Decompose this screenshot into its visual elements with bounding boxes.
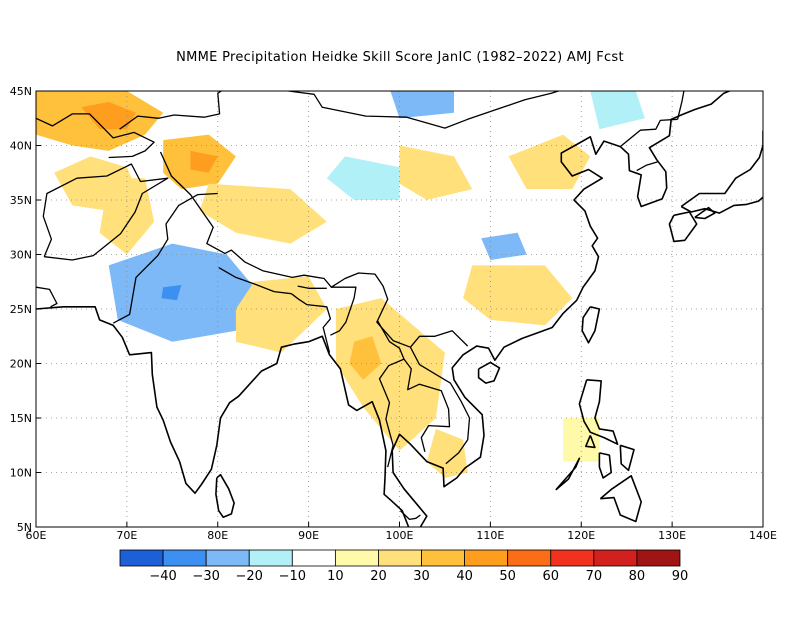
colorbar: −40 −30 −20 −10 10 20 30 40 50 60 70 80 90 bbox=[119, 549, 689, 584]
lat-tick-label: 20N bbox=[10, 358, 32, 371]
colorbar-label: −20 bbox=[236, 569, 263, 584]
border-nepal bbox=[218, 267, 292, 295]
border-pakistan-india bbox=[112, 192, 218, 324]
border-china-russia-east bbox=[676, 91, 685, 120]
lon-tick-label: 110E bbox=[476, 529, 504, 542]
border-kyrgyz-kazakh bbox=[119, 91, 222, 130]
colorbar-label: −40 bbox=[149, 569, 176, 584]
border-central-asia-north bbox=[36, 113, 155, 159]
colorbar-swatch bbox=[205, 549, 250, 567]
coastline-honshu-west bbox=[680, 130, 763, 214]
coastline-samar-leyte bbox=[619, 444, 635, 472]
colorbar-swatch bbox=[421, 549, 466, 567]
lat-tick-label: 40N bbox=[10, 140, 32, 153]
skill-region-borneo-philippines bbox=[563, 418, 600, 462]
border-myanmar-thai-laos bbox=[377, 320, 405, 468]
lat-tick-label: 25N bbox=[10, 303, 32, 316]
border-afghanistan bbox=[42, 163, 169, 261]
coastline-mindanao bbox=[599, 474, 643, 523]
gridlines bbox=[36, 91, 763, 527]
colorbar-label: 70 bbox=[586, 569, 603, 584]
coastline-taiwan bbox=[581, 306, 601, 344]
skill-region-mongolia-south bbox=[390, 91, 454, 119]
colorbar-swatch bbox=[507, 549, 552, 567]
skill-region-southeast-china bbox=[463, 265, 573, 326]
colorbar-swatch bbox=[291, 549, 336, 567]
colorbar-swatch bbox=[378, 549, 422, 567]
skill-region-manchuria-dry bbox=[590, 91, 645, 130]
colorbar-label: 60 bbox=[542, 569, 559, 584]
skill-region-myanmar-core bbox=[349, 336, 382, 380]
colorbar-label: 10 bbox=[327, 569, 344, 584]
skill-region-tarim-core bbox=[190, 150, 218, 173]
colorbar-label: −30 bbox=[192, 569, 219, 584]
coastline-hainan bbox=[477, 361, 501, 384]
colorbar-swatch bbox=[550, 549, 595, 567]
coastline-luzon bbox=[578, 379, 619, 446]
lon-tick-label: 70E bbox=[116, 529, 137, 542]
colorbar-label: 30 bbox=[413, 569, 430, 584]
chart-title: NMME Precipitation Heidke Skill Score Ja… bbox=[176, 50, 624, 65]
skill-region-india-northwest-core bbox=[161, 285, 182, 301]
colorbar-label: 40 bbox=[456, 569, 473, 584]
lon-tick-label: 90E bbox=[298, 529, 319, 542]
skill-region-yangtze-dry bbox=[481, 232, 527, 260]
colorbar-label: 90 bbox=[672, 569, 689, 584]
coastline-mindoro-visayas bbox=[584, 435, 596, 449]
lat-tick-label: 35N bbox=[10, 194, 32, 207]
axis-ticks: 60E 70E 80E 90E 100E 110E 120E 130E 140E 5N 10N 15N… bbox=[10, 85, 777, 542]
colorbar-label: −10 bbox=[279, 569, 306, 584]
skill-region-tibet-west bbox=[199, 183, 327, 244]
border-bhutan bbox=[297, 285, 327, 289]
coastlines-layer bbox=[36, 91, 763, 527]
colorbar-swatch bbox=[334, 549, 379, 567]
colorbar-swatch bbox=[464, 549, 509, 567]
lon-tick-label: 60E bbox=[26, 529, 47, 542]
colorbar-label: 50 bbox=[499, 569, 516, 584]
border-china-korea bbox=[619, 118, 678, 148]
colorbar-swatch bbox=[593, 549, 638, 567]
coastline-panay-negros bbox=[598, 452, 613, 479]
skill-region-indo-gangetic-plain bbox=[235, 276, 327, 353]
colorbar-swatch bbox=[636, 549, 681, 567]
coastline-sri-lanka bbox=[215, 473, 235, 519]
lat-tick-label: 30N bbox=[10, 249, 32, 262]
coastline-kyushu-honshu bbox=[668, 211, 698, 243]
lat-tick-label: 15N bbox=[10, 412, 32, 425]
skill-region-myanmar-thailand bbox=[335, 298, 445, 451]
border-thai-laos-cambodia bbox=[403, 358, 451, 452]
lat-tick-label: 5N bbox=[17, 521, 32, 534]
coastline-shikoku bbox=[694, 206, 716, 220]
coastline-gulf-of-thailand bbox=[391, 91, 730, 527]
border-iran-turkmen bbox=[36, 286, 58, 308]
colorbar-swatch bbox=[248, 549, 293, 567]
lon-tick-label: 130E bbox=[658, 529, 686, 542]
lon-tick-label: 80E bbox=[207, 529, 228, 542]
lat-tick-label: 45N bbox=[10, 85, 32, 98]
border-china-mongolia bbox=[288, 91, 559, 129]
colorbar-swatch bbox=[162, 549, 207, 567]
colorbar-label: 20 bbox=[370, 569, 387, 584]
coastline-palawan bbox=[555, 457, 581, 491]
skill-region-hexi-corridor bbox=[399, 145, 473, 200]
border-malaysia-thai bbox=[399, 510, 421, 521]
plot-area: 60E 70E 80E 90E 100E 110E 120E 130E 140E 5N 10N 15N… bbox=[10, 85, 777, 542]
skill-region-aral-core bbox=[81, 101, 136, 130]
border-laos-vietnam bbox=[409, 346, 471, 465]
border-india-myanmar bbox=[330, 286, 357, 336]
coastline-india-subcontinent bbox=[36, 305, 410, 527]
border-korea-dmz bbox=[636, 161, 658, 172]
skill-shading-layer bbox=[36, 91, 645, 478]
colorbar-swatch bbox=[119, 549, 164, 567]
lon-tick-label: 100E bbox=[386, 529, 414, 542]
lon-tick-label: 140E bbox=[749, 529, 777, 542]
lat-tick-label: 10N bbox=[10, 467, 32, 480]
colorbar-label: 80 bbox=[629, 569, 646, 584]
skill-region-qinghai-dry bbox=[326, 156, 400, 200]
border-bangladesh bbox=[291, 293, 332, 353]
lon-tick-label: 120E bbox=[567, 529, 595, 542]
